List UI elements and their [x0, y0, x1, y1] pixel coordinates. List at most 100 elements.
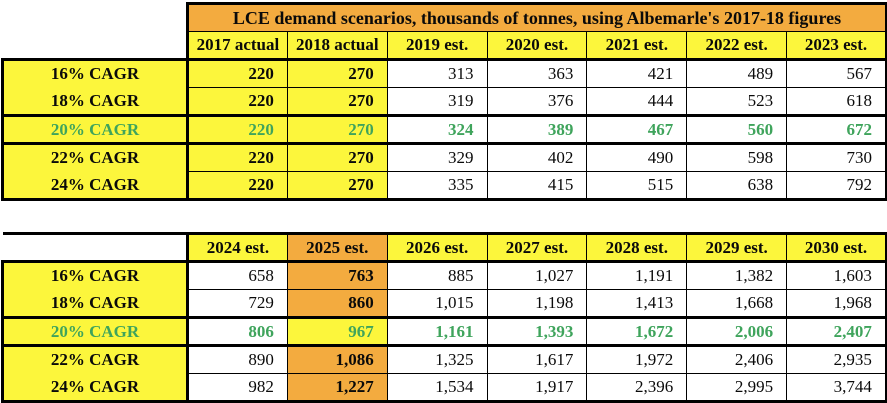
value-cell: 389: [486, 114, 588, 145]
value-cell: 1,227: [286, 373, 388, 403]
value-cell: 890: [186, 345, 288, 374]
value-cell: 3,744: [786, 373, 887, 403]
row-label-18pct: 18% CAGR: [1, 87, 189, 116]
value-cell: 806: [186, 316, 288, 347]
table-row: 24% CAGR 982 1,227 1,534 1,917 2,396 2,9…: [1, 373, 887, 403]
empty-corner: [2, 232, 188, 263]
value-cell: 376: [486, 87, 588, 116]
row-label-24pct: 24% CAGR: [1, 171, 189, 201]
year-header-2026: 2026 est.: [386, 232, 488, 263]
value-cell: 763: [286, 260, 388, 290]
value-cell: 313: [386, 58, 488, 88]
value-cell: 598: [686, 143, 788, 172]
value-cell: 792: [786, 171, 887, 201]
year-header-2017: 2017 actual: [186, 31, 288, 61]
value-cell: 885: [386, 260, 488, 290]
year-header-2025: 2025 est.: [286, 232, 388, 263]
table-row: 16% CAGR 220 270 313 363 421 489 567: [1, 58, 887, 88]
value-cell: 1,534: [386, 373, 488, 403]
value-cell: 421: [586, 58, 688, 88]
value-cell: 967: [286, 316, 388, 347]
value-cell: 1,968: [786, 289, 887, 318]
value-cell: 467: [586, 114, 688, 145]
value-cell: 567: [786, 58, 887, 88]
value-cell: 638: [686, 171, 788, 201]
year-header-2022: 2022 est.: [686, 31, 788, 61]
row-label-20pct: 20% CAGR: [1, 114, 189, 145]
value-cell: 1,617: [486, 345, 588, 374]
table-row: 22% CAGR 220 270 329 402 490 598 730: [1, 143, 887, 172]
value-cell: 402: [486, 143, 588, 172]
value-cell: 220: [186, 58, 288, 88]
value-cell: 329: [386, 143, 488, 172]
value-cell: 2,995: [686, 373, 788, 403]
value-cell: 444: [586, 87, 688, 116]
value-cell: 523: [686, 87, 788, 116]
year-header-2018: 2018 actual: [286, 31, 388, 61]
year-header-2028: 2028 est.: [586, 232, 688, 263]
value-cell: 489: [686, 58, 788, 88]
empty-corner: [3, 4, 188, 60]
header-row: 2024 est. 2025 est. 2026 est. 2027 est. …: [2, 232, 887, 263]
year-header-2019: 2019 est.: [386, 31, 488, 61]
value-cell: 1,086: [286, 345, 388, 374]
value-cell: 270: [286, 58, 388, 88]
table-row-highlighted: 20% CAGR 806 967 1,161 1,393 1,672 2,006…: [1, 316, 887, 347]
value-cell: 2,407: [786, 316, 887, 347]
year-header-2021: 2021 est.: [586, 31, 688, 61]
value-cell: 415: [486, 171, 588, 201]
value-cell: 220: [186, 143, 288, 172]
value-cell: 1,672: [586, 316, 688, 347]
table-row-highlighted: 20% CAGR 220 270 324 389 467 560 672: [1, 114, 887, 145]
demand-table-2024-2030: 2024 est. 2025 est. 2026 est. 2027 est. …: [1, 232, 887, 403]
value-cell: 1,413: [586, 289, 688, 318]
value-cell: 324: [386, 114, 488, 145]
year-header-2030: 2030 est.: [786, 232, 887, 263]
value-cell: 1,198: [486, 289, 588, 318]
value-cell: 2,006: [686, 316, 788, 347]
value-cell: 860: [286, 289, 388, 318]
value-cell: 2,935: [786, 345, 887, 374]
value-cell: 1,668: [686, 289, 788, 318]
demand-table-2017-2023: LCE demand scenarios, thousands of tonne…: [1, 2, 887, 201]
value-cell: 982: [186, 373, 288, 403]
value-cell: 560: [686, 114, 788, 145]
value-cell: 1,015: [386, 289, 488, 318]
value-cell: 220: [186, 87, 288, 116]
row-label-16pct: 16% CAGR: [1, 260, 189, 290]
value-cell: 1,603: [786, 260, 887, 290]
row-label-24pct: 24% CAGR: [1, 373, 189, 403]
value-cell: 658: [186, 260, 288, 290]
year-header-2023: 2023 est.: [786, 31, 887, 61]
row-label-22pct: 22% CAGR: [1, 143, 189, 172]
title-row: LCE demand scenarios, thousands of tonne…: [3, 2, 887, 32]
table-title: LCE demand scenarios, thousands of tonne…: [186, 2, 887, 32]
row-label-22pct: 22% CAGR: [1, 345, 189, 374]
value-cell: 319: [386, 87, 488, 116]
value-cell: 270: [286, 143, 388, 172]
value-cell: 1,382: [686, 260, 788, 290]
year-header-2027: 2027 est.: [486, 232, 588, 263]
value-cell: 363: [486, 58, 588, 88]
value-cell: 490: [586, 143, 688, 172]
value-cell: 2,406: [686, 345, 788, 374]
value-cell: 1,393: [486, 316, 588, 347]
value-cell: 335: [386, 171, 488, 201]
row-label-20pct: 20% CAGR: [1, 316, 189, 347]
table-row: 24% CAGR 220 270 335 415 515 638 792: [1, 171, 887, 201]
value-cell: 1,917: [486, 373, 588, 403]
row-label-16pct: 16% CAGR: [1, 58, 189, 88]
value-cell: 220: [186, 114, 288, 145]
value-cell: 270: [286, 87, 388, 116]
year-header-2020: 2020 est.: [486, 31, 588, 61]
value-cell: 1,161: [386, 316, 488, 347]
value-cell: 1,972: [586, 345, 688, 374]
value-cell: 270: [286, 171, 388, 201]
value-cell: 270: [286, 114, 388, 145]
year-header-2029: 2029 est.: [686, 232, 788, 263]
row-label-18pct: 18% CAGR: [1, 289, 189, 318]
value-cell: 1,325: [386, 345, 488, 374]
value-cell: 672: [786, 114, 887, 145]
value-cell: 730: [786, 143, 887, 172]
